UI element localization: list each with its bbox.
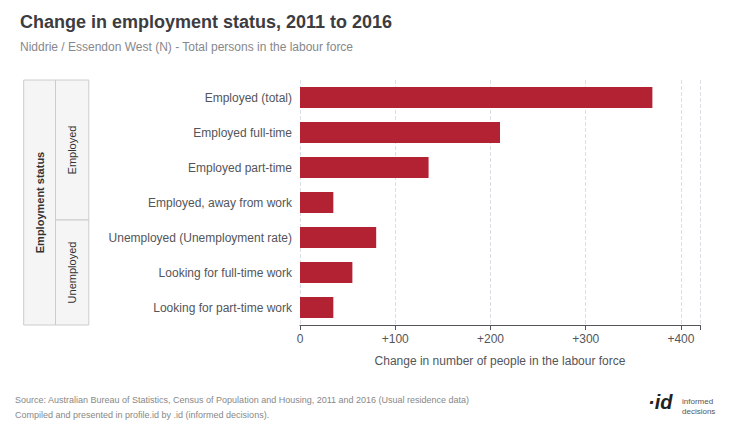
svg-text:+300: +300 [572,332,599,346]
svg-text:Change in employment status, 2: Change in employment status, 2011 to 201… [20,12,392,32]
svg-text:Source: Australian Bureau of S: Source: Australian Bureau of Statistics,… [15,395,469,405]
svg-text:·id: ·id [648,391,673,413]
svg-text:+100: +100 [382,332,409,346]
svg-text:0: 0 [297,332,304,346]
svg-text:Employed full-time: Employed full-time [193,126,292,140]
svg-text:Looking for part-time work: Looking for part-time work [153,301,293,315]
svg-text:Unemployed (Unemployment rate): Unemployed (Unemployment rate) [109,231,292,245]
svg-text:Employment status: Employment status [34,152,46,253]
svg-text:Employed (total): Employed (total) [205,91,292,105]
svg-text:Unemployed: Unemployed [66,242,78,304]
svg-text:informed: informed [682,397,713,406]
svg-text:Niddrie / Essendon West (N) -: Niddrie / Essendon West (N) - Total pers… [20,40,353,54]
svg-text:Employed, away from work: Employed, away from work [148,196,293,210]
svg-text:Looking for full-time work: Looking for full-time work [159,266,293,280]
svg-text:decisions: decisions [682,407,715,416]
svg-text:+400: +400 [667,332,694,346]
svg-text:Compiled and presented in prof: Compiled and presented in profile.id by … [15,410,269,420]
svg-text:Employed: Employed [66,126,78,175]
svg-text:+200: +200 [477,332,504,346]
svg-text:Employed part-time: Employed part-time [188,161,292,175]
svg-text:Change in number of people in: Change in number of people in the labour… [375,354,626,368]
